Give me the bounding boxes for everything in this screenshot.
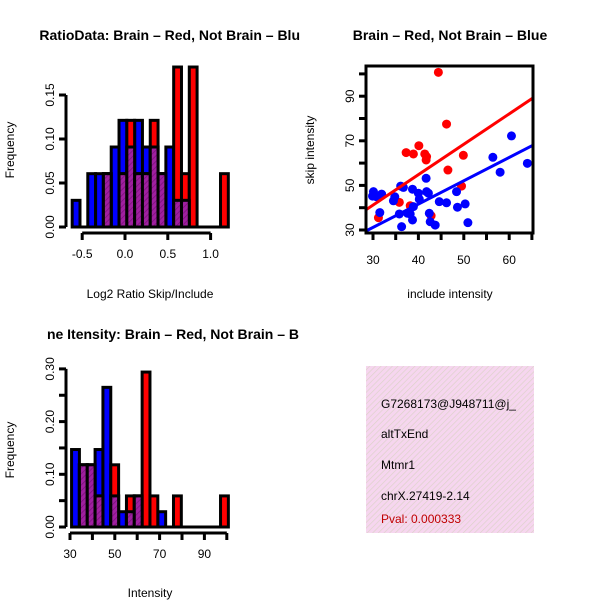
not-brain-point bbox=[430, 220, 440, 230]
x-tick-label: -0.5 bbox=[72, 247, 93, 261]
not-brain-point bbox=[452, 202, 462, 212]
y-tick-label: 0.10 bbox=[43, 462, 57, 486]
brain-bar bbox=[219, 172, 230, 229]
not-brain-point bbox=[390, 192, 400, 202]
y-tick-label: 0.00 bbox=[43, 215, 57, 239]
brain-point bbox=[421, 155, 431, 165]
brain-point bbox=[401, 148, 411, 158]
plot-area bbox=[366, 67, 533, 233]
not-brain-point bbox=[407, 215, 417, 225]
overlap-bar bbox=[101, 172, 113, 229]
not-brain-point bbox=[375, 208, 385, 218]
brain-point bbox=[443, 165, 453, 175]
event-type: altTxEnd bbox=[381, 427, 428, 441]
y-tick-label: 30 bbox=[343, 223, 357, 237]
x-tick-label: 0.0 bbox=[117, 247, 134, 261]
not-brain-point bbox=[495, 167, 505, 177]
y-tick-label: 70 bbox=[343, 134, 357, 148]
y-tick-label: 0.00 bbox=[43, 515, 57, 539]
x-tick-label: 70 bbox=[153, 547, 167, 561]
x-tick-label: 30 bbox=[366, 253, 380, 267]
overlap-bar bbox=[156, 172, 168, 229]
x-tick-label: 50 bbox=[108, 547, 122, 561]
intensity-histogram-xlabel: Intensity bbox=[128, 586, 173, 600]
overlap-bar bbox=[109, 494, 121, 529]
event-info-box: G7268173@J948711@j_ altTxEnd Mtmr1 chrX.… bbox=[366, 366, 534, 533]
not-brain-point bbox=[397, 222, 407, 232]
brain-point bbox=[414, 141, 424, 151]
intensity-scatter-panel: Brain – Red, Not Brain – Blue include in… bbox=[303, 27, 547, 301]
brain-bar bbox=[171, 494, 183, 529]
info-background bbox=[366, 366, 534, 533]
ratio-histogram-title: RatioData: Brain – Red, Not Brain – Blu bbox=[39, 27, 300, 43]
intensity-histogram-ylabel: Frequency bbox=[3, 422, 17, 479]
y-tick-label: 50 bbox=[343, 178, 357, 192]
plot-frame bbox=[364, 64, 535, 235]
intensity-histogram-title: ne Itensity: Brain – Red, Not Brain – B bbox=[47, 326, 299, 342]
ratio-histogram-panel: RatioData: Brain – Red, Not Brain – Blu … bbox=[3, 27, 300, 301]
y-tick-label: 0.10 bbox=[43, 127, 57, 151]
genomic-location: chrX.27419-2.14 bbox=[381, 489, 470, 503]
overlap-bar bbox=[179, 198, 191, 229]
not-brain-point bbox=[421, 173, 431, 183]
not-brain-point bbox=[506, 131, 516, 141]
y-tick-label: 0.20 bbox=[43, 410, 57, 434]
brain-bar bbox=[219, 494, 230, 529]
y-tick-label: 0.05 bbox=[43, 171, 57, 195]
overlap-bar bbox=[132, 494, 144, 529]
ratio-histogram-ylabel: Frequency bbox=[3, 122, 17, 179]
scatter-xlabel: include intensity bbox=[407, 287, 492, 301]
scatter-title: Brain – Red, Not Brain – Blue bbox=[353, 27, 548, 43]
brain-point bbox=[433, 67, 443, 77]
not-brain-point bbox=[463, 218, 473, 228]
intensity-histogram-panel: ne Itensity: Brain – Red, Not Brain – B … bbox=[3, 326, 299, 600]
not-brain-fit-line bbox=[366, 143, 533, 233]
overlap-bar bbox=[93, 494, 105, 529]
brain-point bbox=[442, 119, 452, 129]
not-brain-point bbox=[424, 208, 434, 218]
brain-fit-line bbox=[366, 96, 533, 212]
x-tick-label: 90 bbox=[198, 547, 212, 561]
x-tick-label: 0.5 bbox=[159, 247, 176, 261]
x-tick-label: 40 bbox=[412, 253, 426, 267]
not-brain-point bbox=[460, 199, 470, 209]
gene-name: Mtmr1 bbox=[381, 458, 415, 472]
x-tick-label: 1.0 bbox=[202, 247, 219, 261]
not-brain-bar bbox=[70, 198, 82, 229]
y-tick-label: 90 bbox=[343, 89, 357, 103]
scatter-ylabel: skip intensity bbox=[303, 116, 317, 185]
not-brain-point bbox=[452, 187, 462, 197]
y-tick-label: 0.30 bbox=[43, 357, 57, 381]
x-tick-label: 50 bbox=[457, 253, 471, 267]
brain-bar bbox=[148, 494, 160, 529]
p-value: Pval: 0.000333 bbox=[381, 512, 461, 526]
event-id: G7268173@J948711@j_ bbox=[381, 397, 516, 411]
not-brain-point bbox=[434, 197, 444, 207]
not-brain-point bbox=[522, 158, 532, 168]
y-tick-label: 0.15 bbox=[43, 83, 57, 107]
ratio-histogram-xlabel: Log2 Ratio Skip/Include bbox=[87, 287, 214, 301]
brain-point bbox=[458, 150, 468, 160]
not-brain-point bbox=[442, 198, 452, 208]
x-tick-label: 60 bbox=[503, 253, 517, 267]
brain-point bbox=[408, 149, 418, 159]
not-brain-point bbox=[423, 188, 433, 198]
x-tick-label: 30 bbox=[63, 547, 77, 561]
not-brain-point bbox=[488, 152, 498, 162]
